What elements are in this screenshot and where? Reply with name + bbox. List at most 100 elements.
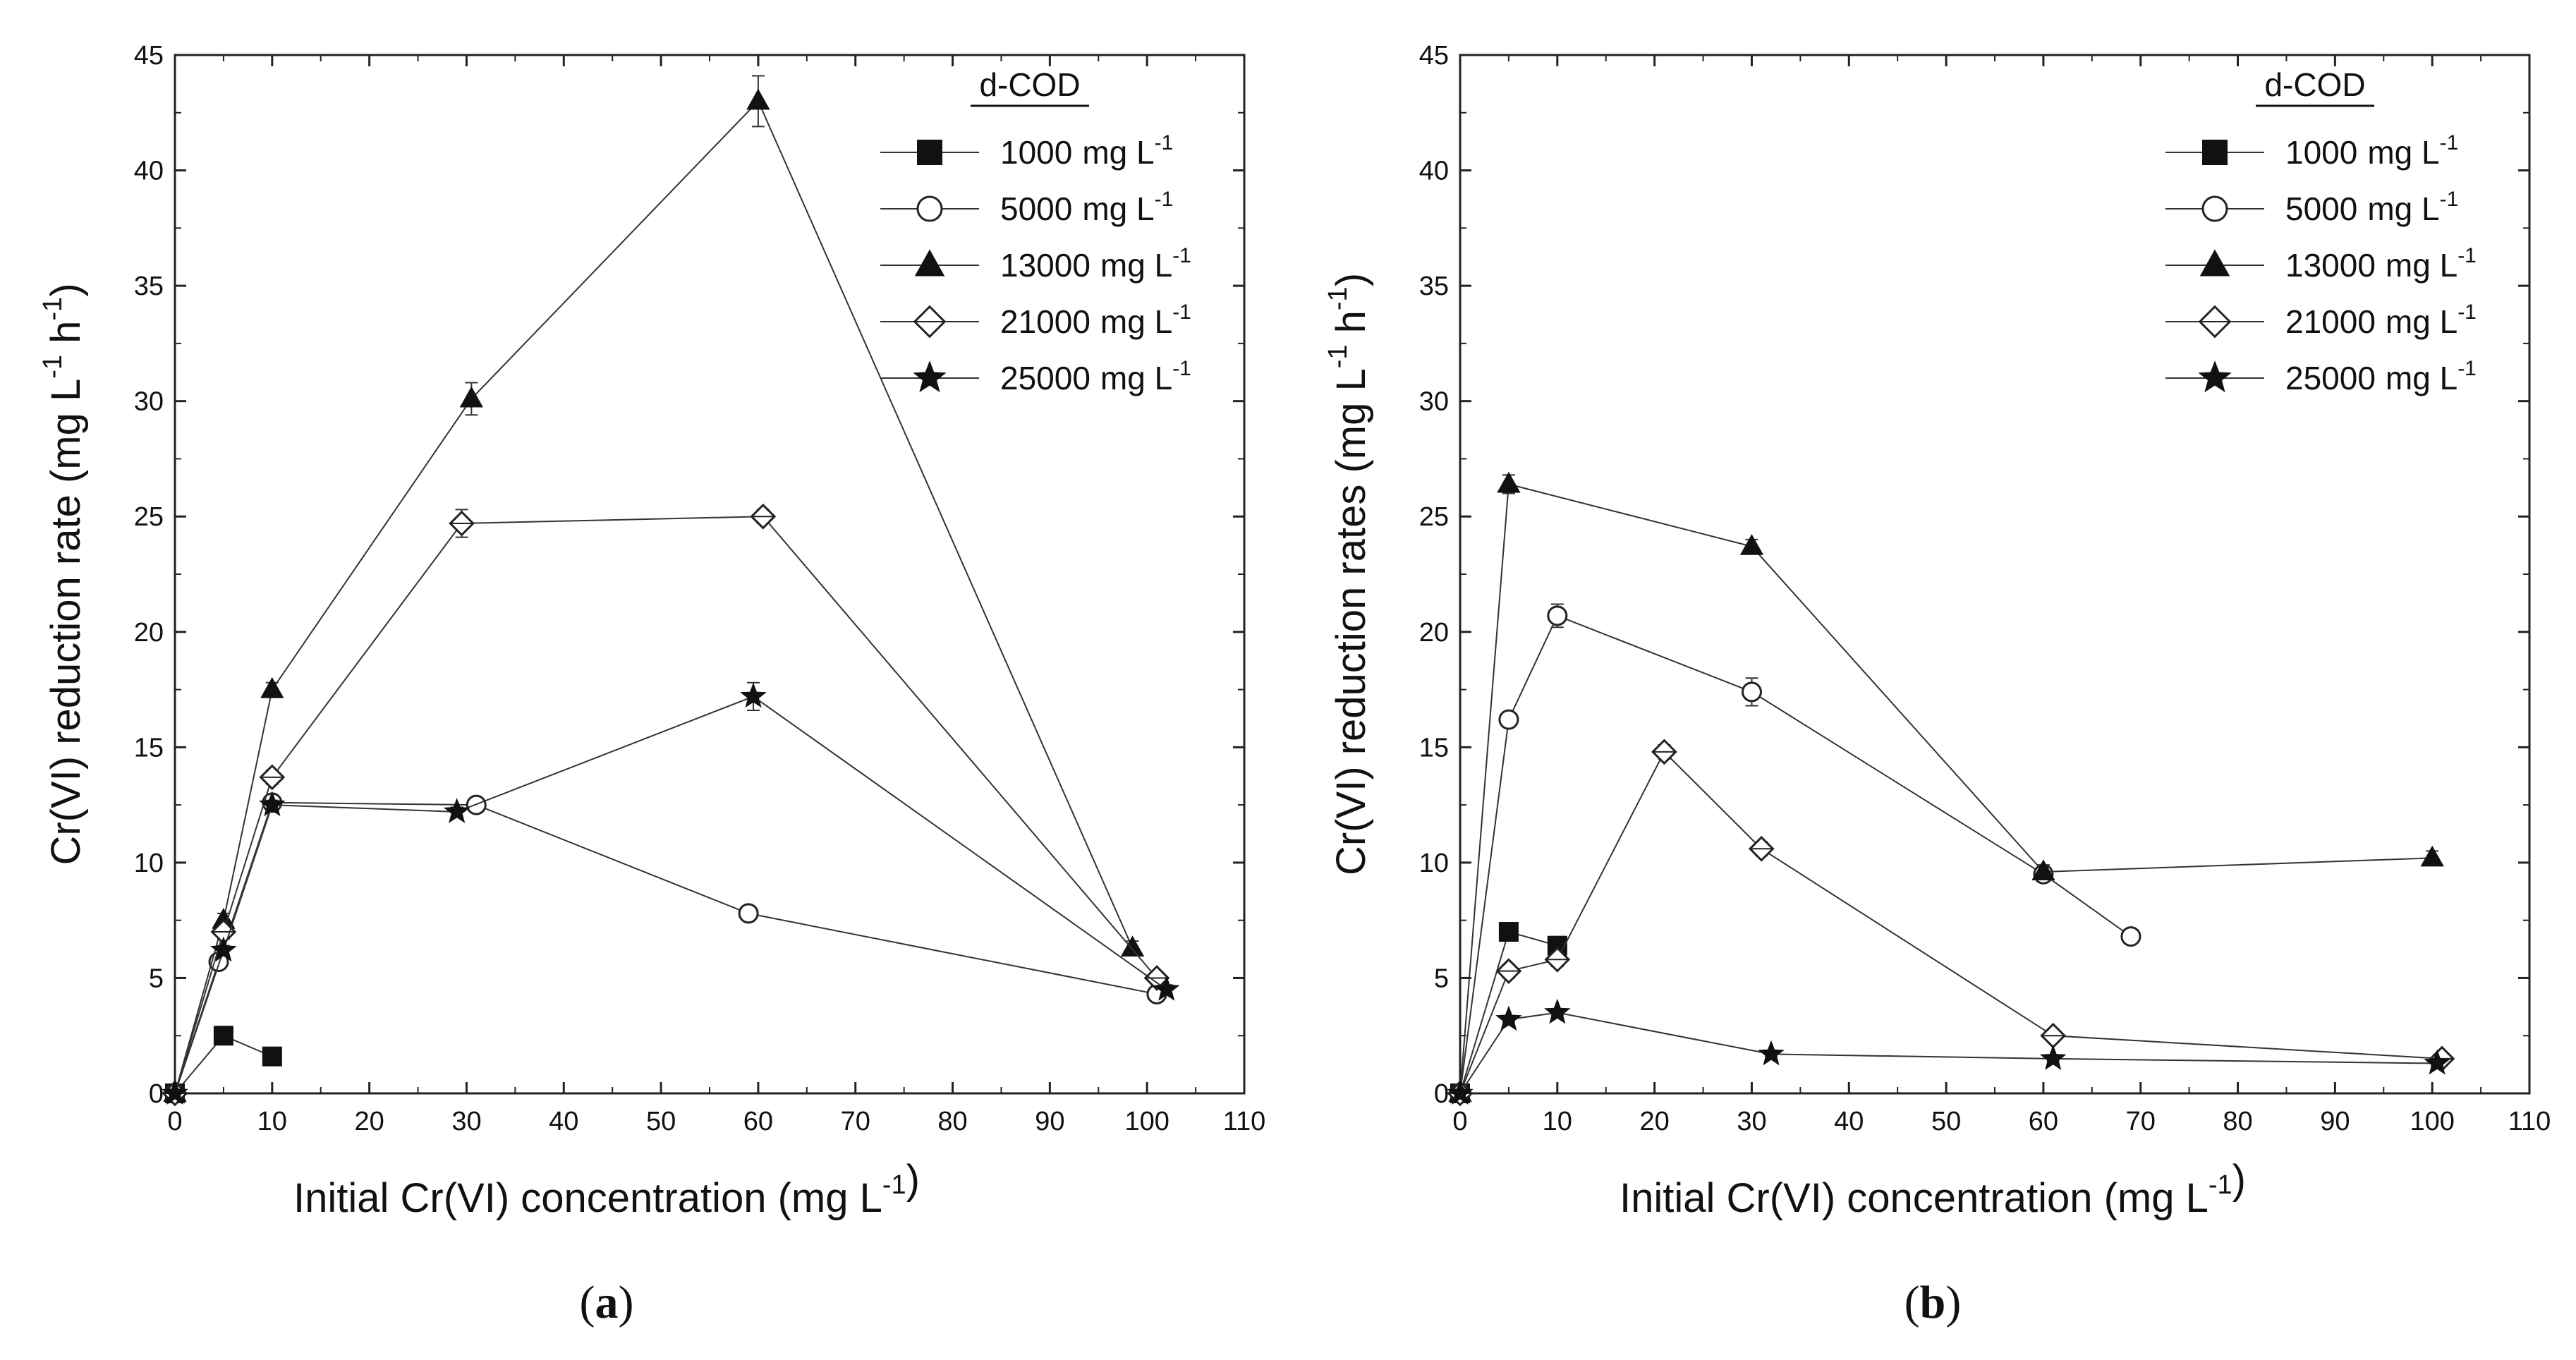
label-part: mg L xyxy=(1082,134,1154,171)
x-tick-label: 20 xyxy=(354,1107,384,1136)
y-tick-label: 20 xyxy=(134,618,164,648)
legend-label-5000: 5000 mg L-1 xyxy=(1000,188,1173,227)
panel-label-close: ) xyxy=(1945,1277,1961,1328)
y-tick-label: 30 xyxy=(1419,387,1449,417)
data-point-25000 xyxy=(443,798,470,823)
x-tick-label: 70 xyxy=(841,1107,870,1136)
data-point-25000 xyxy=(1495,1005,1522,1031)
data-point-13000 xyxy=(459,386,484,408)
data-point-25000 xyxy=(210,936,237,962)
y-tick-label: 0 xyxy=(149,1079,164,1109)
label-part: -1 xyxy=(2209,1170,2232,1200)
legend-marker-5000 xyxy=(916,195,943,222)
x-axis-label: Initial Cr(VI) concentration (mg L-1) xyxy=(293,1157,920,1221)
panel-label-close: ) xyxy=(619,1277,634,1328)
label-close-paren: ) xyxy=(2232,1157,2246,1203)
label-close-paren: ) xyxy=(906,1157,920,1203)
x-tick-label: 10 xyxy=(1543,1107,1572,1136)
y-tick-label: 5 xyxy=(1434,964,1449,993)
panel-label: (a) xyxy=(580,1277,634,1328)
legend-marker-25000 xyxy=(913,360,947,393)
y-tick-label: 20 xyxy=(1419,618,1449,648)
data-point-1000 xyxy=(1498,922,1519,942)
label-part: -1 xyxy=(38,297,68,321)
legend-label-21000: 21000 mg L-1 xyxy=(1000,300,1191,340)
label-part: -1 xyxy=(1172,244,1191,267)
series-25000 xyxy=(162,681,1180,1105)
label-part: -1 xyxy=(2440,131,2459,154)
label-part: mg L xyxy=(2386,303,2457,340)
label-part: -1 xyxy=(1323,286,1353,310)
label-part: Initial Cr(VI) concentration (mg L xyxy=(1620,1175,2209,1221)
data-point-25000 xyxy=(259,791,286,817)
legend-marker-25000 xyxy=(2198,360,2232,393)
label-part: mg L xyxy=(1100,360,1172,396)
label-part: mg L xyxy=(1082,190,1154,227)
series-line-5000 xyxy=(174,801,1158,1094)
data-point-5000 xyxy=(1498,709,1519,730)
x-tick-label: 90 xyxy=(1035,1107,1064,1136)
y-tick-label: 35 xyxy=(1419,272,1449,301)
label-part: mg L xyxy=(2386,360,2457,396)
data-point-25000 xyxy=(1758,1040,1785,1066)
legend-label-21000: 21000 mg L-1 xyxy=(2285,300,2477,340)
label-part: 13000 xyxy=(1000,247,1090,284)
legend-marker-1000 xyxy=(2202,140,2228,165)
y-tick-label: 35 xyxy=(134,272,164,301)
y-tick-label: 40 xyxy=(134,157,164,186)
data-point-13000 xyxy=(746,88,770,110)
data-point-25000 xyxy=(740,682,767,708)
x-tick-label: 50 xyxy=(1931,1107,1961,1136)
legend-title: d-COD xyxy=(979,66,1080,103)
legend-marker-1000 xyxy=(917,140,942,165)
y-axis-label: Cr(VI) reduction rates (mg L-1 h-1) xyxy=(1323,273,1374,875)
data-point-1000 xyxy=(262,1046,282,1067)
y-tick-label: 25 xyxy=(1419,502,1449,532)
x-tick-label: 30 xyxy=(451,1107,481,1136)
label-part: b xyxy=(1920,1277,1946,1328)
x-tick-label: 90 xyxy=(2320,1107,2350,1136)
label-part: -1 xyxy=(38,355,68,379)
x-tick-label: 10 xyxy=(257,1107,287,1136)
label-part: 1000 xyxy=(1000,134,1072,171)
label-part: 1000 xyxy=(2285,134,2357,171)
data-point-13000 xyxy=(1497,471,1521,493)
y-axis-label: Cr(VI) reduction rate (mg L-1 h-1) xyxy=(38,283,89,865)
label-part: Initial Cr(VI) concentration (mg L xyxy=(293,1175,882,1221)
label-part: 21000 xyxy=(1000,303,1090,340)
label-part: 25000 xyxy=(1000,360,1090,396)
label-part: mg L xyxy=(2367,134,2439,171)
data-point-1000 xyxy=(213,1026,233,1046)
y-tick-label: 10 xyxy=(1419,849,1449,878)
data-point-25000 xyxy=(1447,1079,1474,1105)
label-part: mg L xyxy=(2386,247,2457,284)
label-part: a xyxy=(595,1277,619,1328)
chart-panel-b: 0 10 20 30 40 50 60 70 80 90 100 110 0 5 10 15 20 25 30 35 4… xyxy=(1323,41,2551,1328)
legend-marker-5000 xyxy=(2201,195,2228,222)
data-point-13000 xyxy=(2420,845,2444,867)
x-tick-label: 0 xyxy=(167,1107,182,1136)
data-point-5000 xyxy=(1547,605,1568,626)
legend-marker-13000 xyxy=(2199,249,2230,277)
x-tick-label: 70 xyxy=(2126,1107,2156,1136)
x-tick-label: 20 xyxy=(1639,1107,1669,1136)
label-part: -1 xyxy=(2440,188,2459,211)
x-tick-label: 80 xyxy=(937,1107,967,1136)
x-tick-label: 110 xyxy=(2508,1107,2551,1136)
y-tick-label: 15 xyxy=(1419,733,1449,763)
data-point-13000 xyxy=(1739,534,1764,555)
x-tick-label: 60 xyxy=(2029,1107,2058,1136)
x-tick-label: 30 xyxy=(1737,1107,1766,1136)
series-25000 xyxy=(1447,998,2450,1105)
label-close-paren: ) xyxy=(1328,273,1374,286)
legend-label-5000: 5000 mg L-1 xyxy=(2285,188,2458,227)
x-axis-label: Initial Cr(VI) concentration (mg L-1) xyxy=(1620,1157,2246,1221)
series-line-5000 xyxy=(1459,614,2132,1094)
y-tick-label: 40 xyxy=(1419,157,1449,186)
label-part: -1 xyxy=(882,1170,906,1200)
data-point-5000 xyxy=(738,903,759,924)
x-tick-label: 50 xyxy=(646,1107,676,1136)
legend-label-25000: 25000 mg L-1 xyxy=(2285,357,2477,396)
